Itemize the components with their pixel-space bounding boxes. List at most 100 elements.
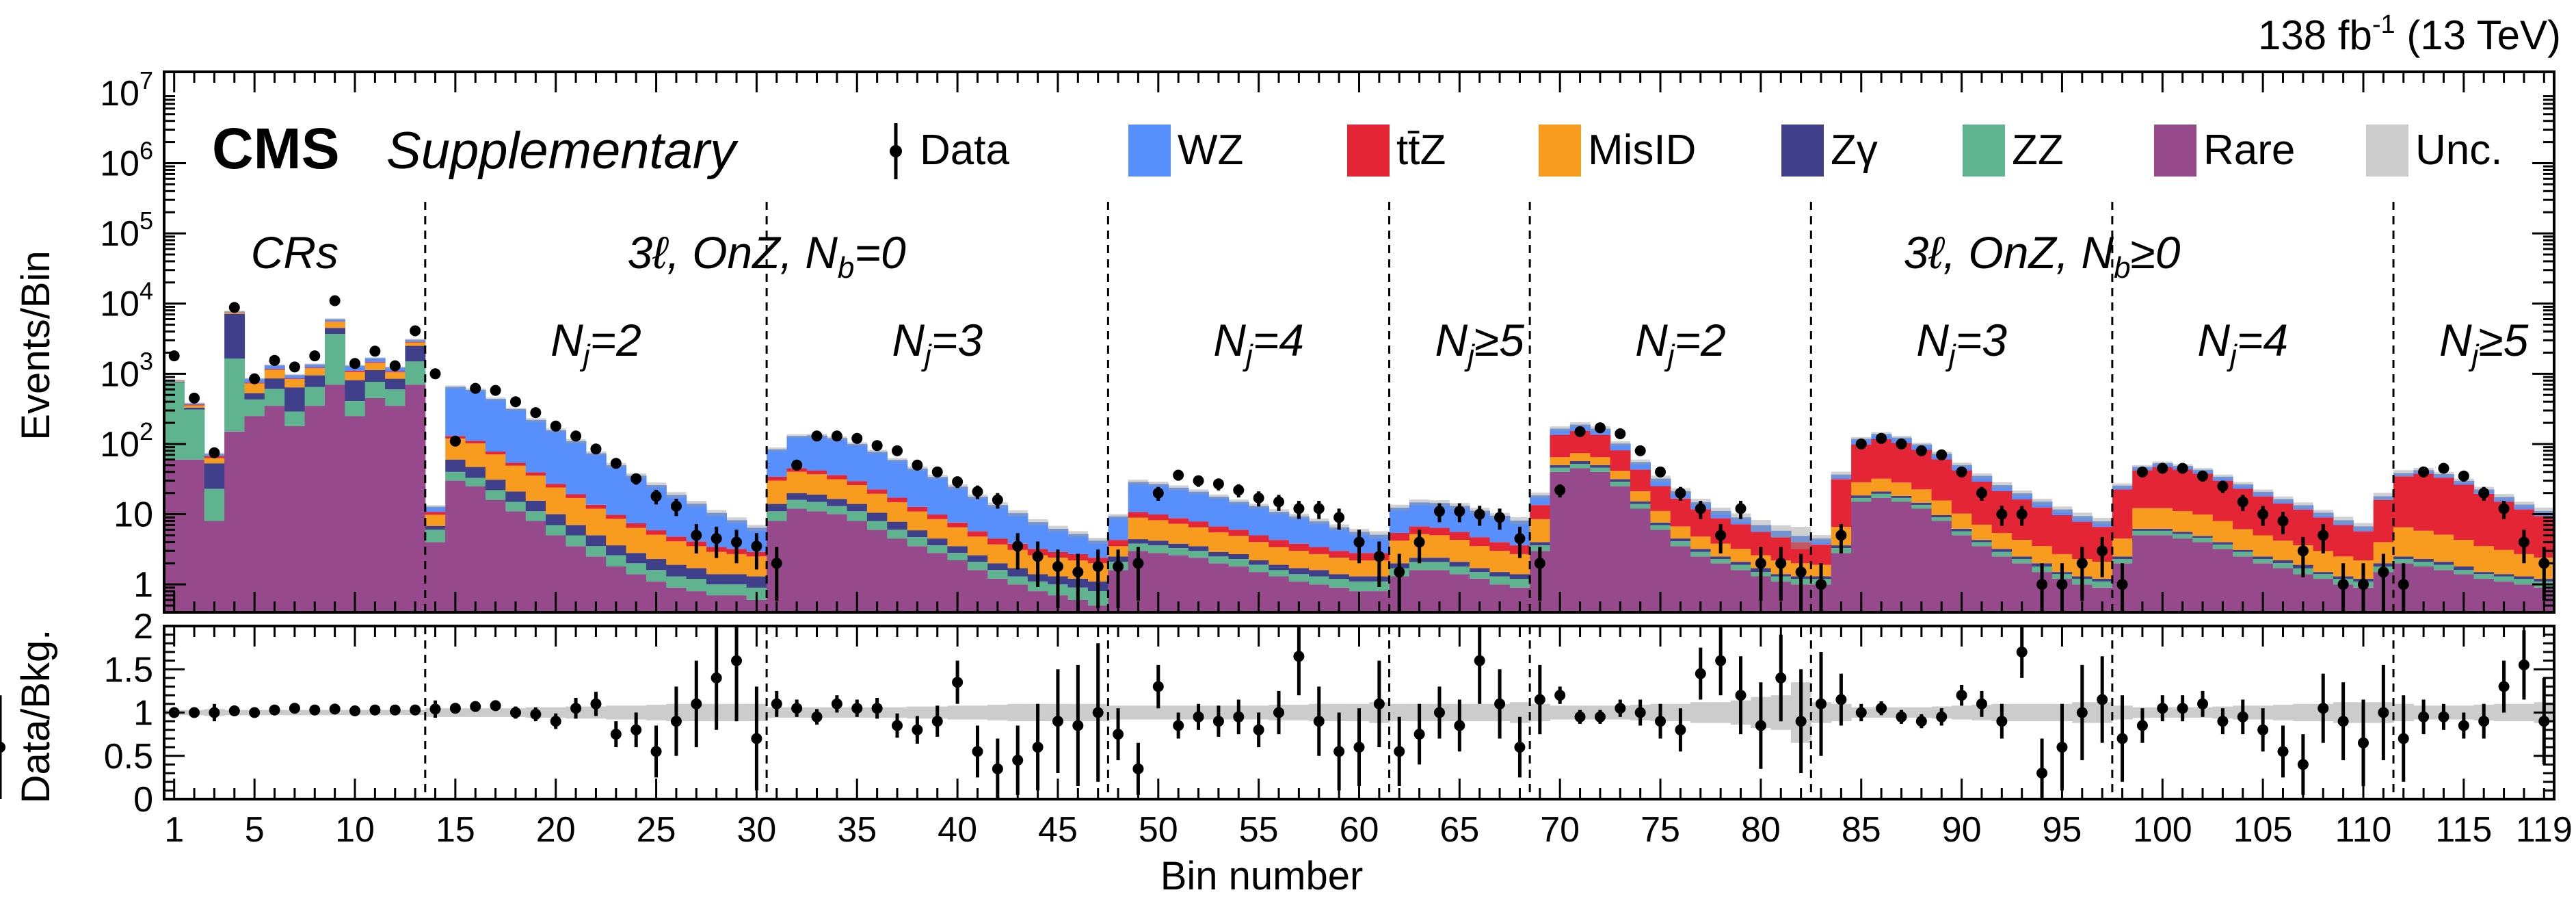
ratio-point-bin-96 (2076, 707, 2088, 718)
bar-ttz-bin-48 (1108, 540, 1129, 547)
unc-band-top-bin-14 (425, 505, 446, 508)
ratio-point-bin-34 (831, 698, 842, 709)
unc-band-top-bin-74 (1630, 459, 1651, 465)
bar-zz-bin-59 (1329, 579, 1350, 588)
bar-z-bin-106 (2272, 560, 2294, 564)
ratio-point-bin-9 (329, 703, 341, 715)
bar-z-bin-90 (1951, 528, 1972, 532)
unc-band-ratio-bin-77 (1690, 702, 1712, 723)
ratio-point-bin-92 (1996, 716, 2008, 727)
data-point-bin-38 (912, 459, 923, 471)
energy-label: (13 TeV) (2395, 12, 2561, 58)
data-point-bin-32 (791, 459, 803, 471)
bar-wz-bin-118 (2514, 504, 2535, 510)
bar-zz-bin-33 (806, 501, 827, 512)
subregion-label-3: Nj≥5 (1435, 315, 1525, 372)
bar-wz-bin-58 (1309, 521, 1330, 547)
ratio-point-bin-88 (1915, 716, 1927, 727)
ratio-point-bin-62 (1394, 746, 1405, 757)
ratio-point-bin-111 (2378, 707, 2389, 718)
bar-ttz-bin-79 (1730, 524, 1751, 549)
data-point-bin-14 (429, 368, 441, 380)
bar-z-bin-24 (626, 553, 647, 564)
x-tick-label-35: 35 (837, 810, 877, 850)
bar-misid-bin-105 (2253, 535, 2274, 557)
data-point-bin-42 (992, 494, 1003, 506)
data-point-bin-65 (1454, 506, 1465, 517)
ratio-point-bin-50 (1152, 681, 1164, 692)
bar-rare-bin-12 (385, 406, 406, 612)
unc-band-top-bin-96 (2072, 512, 2093, 520)
bar-zz-bin-118 (2514, 579, 2535, 585)
data-point-bin-18 (509, 396, 521, 408)
bar-z-bin-118 (2514, 576, 2535, 579)
bar-misid-bin-86 (1871, 478, 1892, 492)
bar-zz-bin-5 (244, 399, 265, 417)
bar-ttz-bin-55 (1249, 535, 1269, 543)
bar-misid-bin-113 (2413, 530, 2434, 559)
unc-band-top-bin-46 (1067, 531, 1088, 538)
data-point-bin-9 (329, 295, 341, 307)
bar-misid-bin-9 (325, 322, 345, 328)
unc-band-top-bin-73 (1610, 441, 1630, 446)
bar-rare-bin-3 (204, 521, 225, 612)
bar-ttz-bin-110 (2353, 531, 2374, 560)
bar-z-bin-41 (967, 555, 988, 562)
bar-misid-bin-73 (1610, 471, 1631, 480)
bar-z-bin-97 (2092, 579, 2113, 582)
bar-misid-bin-24 (626, 527, 647, 553)
bar-misid-bin-65 (1449, 540, 1470, 562)
ratio-point-bin-36 (871, 703, 883, 714)
bar-z-bin-29 (726, 574, 747, 585)
bar-z-bin-51 (1168, 543, 1189, 548)
unc-band-ratio-bin-16 (465, 708, 486, 717)
bar-z-bin-26 (666, 564, 687, 577)
ratio-point-bin-15 (449, 703, 461, 714)
bar-misid-bin-40 (947, 527, 968, 547)
bar-misid-bin-53 (1208, 532, 1230, 552)
data-point-bin-83 (1816, 579, 1827, 590)
bar-z-bin-98 (2112, 556, 2133, 559)
unc-band-top-bin-44 (1027, 519, 1048, 525)
bar-z-bin-28 (706, 574, 727, 585)
data-point-bin-13 (410, 325, 421, 337)
data-point-bin-71 (1574, 426, 1586, 437)
unc-band-top-bin-13 (405, 339, 425, 341)
bar-zz-bin-66 (1470, 572, 1490, 579)
bar-z-bin-7 (284, 387, 306, 412)
bar-misid-bin-5 (244, 383, 265, 393)
ratio-point-bin-108 (2318, 703, 2329, 714)
bar-z-bin-117 (2493, 574, 2514, 577)
bar-ttz-bin-115 (2454, 484, 2475, 540)
bar-ttz-bin-67 (1489, 542, 1511, 551)
unc-band-top-bin-51 (1168, 485, 1189, 491)
bar-ttz-bin-33 (806, 470, 827, 475)
bar-misid-bin-93 (2012, 540, 2032, 557)
ratio-point-bin-114 (2438, 711, 2449, 722)
bar-rare-bin-72 (1590, 471, 1611, 612)
ratio-point-bin-16 (470, 701, 481, 712)
ratio-point-bin-55 (1253, 724, 1264, 735)
data-point-bin-113 (2418, 466, 2430, 478)
data-point-bin-57 (1293, 503, 1305, 514)
data-point-bin-28 (711, 533, 722, 545)
bar-ttz-bin-57 (1288, 543, 1310, 551)
ratio-point-bin-3 (209, 707, 220, 718)
bar-z-bin-92 (1991, 549, 2013, 552)
data-point-bin-58 (1313, 503, 1325, 514)
ratio-y-axis-label: Data/Bkg. (14, 629, 58, 804)
data-point-bin-35 (851, 432, 863, 444)
ratio-point-bin-86 (1876, 703, 1887, 714)
bar-ttz-bin-87 (1891, 443, 1912, 483)
bar-wz-bin-115 (2454, 480, 2475, 485)
bar-misid-bin-103 (2212, 521, 2233, 543)
ratio-point-bin-18 (509, 707, 521, 718)
data-point-bin-76 (1675, 487, 1686, 499)
ratio-point-bin-30 (751, 733, 762, 744)
bar-misid-bin-85 (1851, 482, 1872, 496)
bar-ttz-bin-94 (2032, 507, 2053, 547)
data-point-bin-26 (670, 500, 682, 512)
bar-wz-bin-94 (2032, 501, 2053, 508)
bar-ttz-bin-38 (907, 506, 928, 512)
bar-z-bin-2 (184, 407, 205, 410)
